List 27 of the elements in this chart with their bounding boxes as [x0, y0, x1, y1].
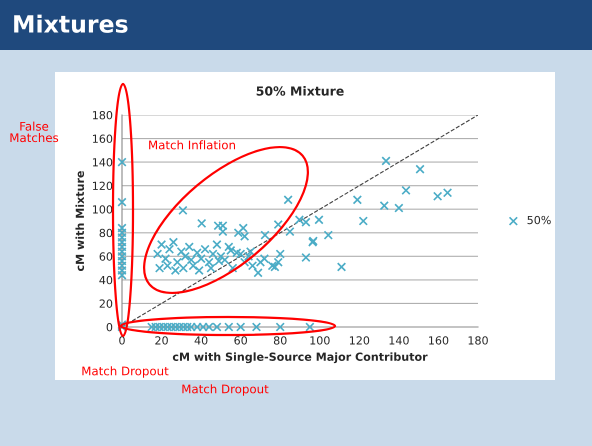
y-tick-label: 0 — [106, 322, 112, 332]
x-tick-label: 60 — [234, 336, 247, 345]
legend-label: 50% — [528, 216, 551, 224]
x-tick-label: 20 — [155, 336, 168, 345]
x-tick-label: 0 — [119, 336, 125, 345]
x-tick-label: 80 — [274, 336, 287, 345]
text: Match Dropout — [182, 384, 268, 396]
annotation: Match Inflation — [149, 140, 236, 150]
chart-subtitle: 50% Mixture — [256, 86, 344, 96]
y-tick-label: 100 — [92, 205, 112, 214]
y-tick-label: 180 — [92, 110, 112, 120]
text: Match Dropout — [82, 366, 168, 378]
text: False Matches — [10, 122, 58, 142]
x-tick-label: 100 — [310, 336, 330, 345]
x-tick-label: 140 — [390, 336, 409, 345]
x-tick-label: 160 — [429, 336, 448, 345]
x-tick-label: 40 — [194, 336, 208, 345]
x-tick-label: 180 — [468, 336, 488, 345]
x-tick-label: 120 — [350, 336, 370, 345]
y-tick-label: 160 — [92, 134, 112, 143]
y-tick-label: 140 — [92, 158, 112, 166]
y-tick-label: 40 — [99, 276, 112, 284]
y-axis-title: cM with Mixture — [75, 171, 84, 271]
y-tick-label: 60 — [100, 252, 112, 261]
chart-title: Mixtures — [14, 14, 128, 33]
y-tick-label: 20 — [100, 299, 112, 308]
x-axis-title: cM with Single-Source Major Contributor — [172, 352, 428, 364]
